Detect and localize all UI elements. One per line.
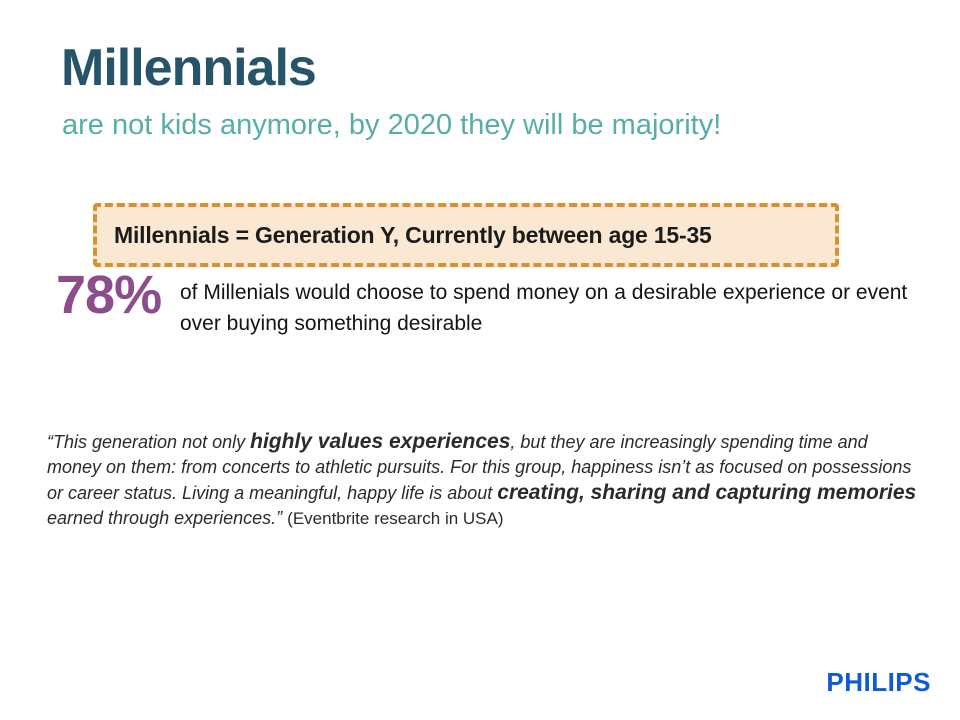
definition-box: Millennials = Generation Y, Currently be… bbox=[93, 203, 839, 267]
quote-bold-segment-1: highly values experiences bbox=[250, 430, 511, 453]
quote-bold-segment-2: creating, sharing and capturing memories bbox=[497, 481, 917, 504]
quote-segment-3: earned through experiences.” bbox=[47, 508, 288, 528]
definition-box-text: Millennials = Generation Y, Currently be… bbox=[114, 221, 712, 248]
slide-subtitle: are not kids anymore, by 2020 they will … bbox=[62, 109, 722, 141]
quote-segment-2: , but they are increasingly spending tim… bbox=[47, 432, 912, 503]
quote-attribution: (Eventbrite research in USA) bbox=[287, 509, 504, 528]
quote-segment-1: “This generation not only bbox=[47, 432, 251, 452]
stat-description: of Millenials would choose to spend mone… bbox=[180, 281, 908, 335]
philips-logo: PHILIPS bbox=[826, 667, 931, 697]
slide-title: Millennials bbox=[61, 39, 317, 97]
quote-paragraph: “This generation not only highly values … bbox=[47, 429, 919, 531]
stat-value: 78% bbox=[56, 265, 162, 325]
